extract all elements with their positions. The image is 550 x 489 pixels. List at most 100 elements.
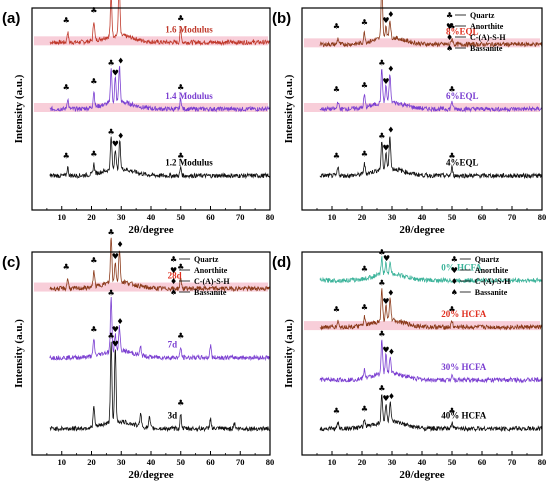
phase-marker: ♣ (90, 6, 97, 15)
phase-marker: ♦ (117, 131, 124, 140)
phase-marker: ♣ (63, 16, 70, 25)
phase-marker: ♣ (361, 303, 368, 312)
x-tick-label: 40 (418, 212, 427, 222)
phase-marker: ♥ (382, 16, 389, 25)
legend-symbol: ♥ (451, 266, 458, 275)
phase-marker: ♣ (378, 131, 385, 140)
legend-symbol: ♠ (170, 288, 177, 297)
legend-symbol: ♦ (446, 33, 453, 42)
phase-marker: ♣ (448, 152, 455, 161)
legend-symbol: ♣ (170, 255, 177, 264)
legend-symbol: ♥ (446, 22, 453, 31)
phase-marker: ♥ (382, 143, 389, 152)
x-tick-label: 20 (358, 212, 367, 222)
legend-label: C-(A)-S-H (475, 277, 511, 286)
series-line (49, 136, 271, 180)
series-1: ♣ ♣♣♥♦♣20% HCFA (304, 279, 543, 331)
phase-marker: ♣ (333, 305, 340, 314)
series-line (49, 296, 270, 362)
x-tick-label: 60 (206, 457, 215, 467)
phase-marker: ♣ (361, 404, 368, 413)
series-3: ♣ ♣♣♥♦♣40% HCFA (319, 384, 543, 433)
phase-marker: ♣ (361, 18, 368, 27)
series-2: ♣ ♣♣♥♦♣4%EQL (319, 125, 543, 180)
x-tick-label: 40 (147, 457, 156, 467)
phase-marker: ♣ (361, 81, 368, 90)
x-tick-label: 80 (266, 457, 275, 467)
phase-marker: ♦ (387, 10, 394, 19)
legend-symbol: ♣ (451, 255, 458, 264)
legend: ♣ Quartz ♥ Anorthite ♦ C-(A)-S-H ♠ Bassanite (446, 11, 506, 53)
phase-marker: ♣ (333, 152, 340, 161)
panel-label: (d) (272, 254, 291, 271)
x-tick-label: 70 (508, 457, 517, 467)
phase-marker: ♣ (448, 305, 455, 314)
phase-marker: ♣ (378, 59, 385, 68)
legend-symbol: ♥ (170, 266, 177, 275)
phase-marker: ♣ (333, 406, 340, 415)
phase-marker: ♥ (382, 297, 389, 306)
series-2: ♣ ♣♣♥♦♣1.2 Modulus (49, 127, 271, 180)
y-axis-title: Intensity (a.u.) (13, 74, 25, 143)
phase-marker: ♣ (448, 22, 455, 31)
legend-symbol: ♦ (170, 277, 177, 286)
x-tick-label: 30 (117, 457, 126, 467)
phase-marker: ♣ (108, 127, 115, 136)
legend-symbol: ♣ (446, 11, 453, 20)
panel-label: (b) (272, 10, 291, 27)
x-tick-label: 20 (87, 457, 96, 467)
legend-label: Bassanite (475, 288, 508, 297)
trace-label: 1.2 Modulus (165, 158, 213, 168)
x-axis-title: 2θ/degree (128, 224, 173, 236)
x-tick-label: 50 (177, 457, 186, 467)
phase-marker: ♣ (108, 59, 115, 68)
phase-marker: ♣ (361, 149, 368, 158)
x-tick-label: 10 (328, 212, 337, 222)
legend-label: C-(A)-S-H (470, 33, 506, 42)
x-tick-label: 50 (448, 212, 457, 222)
x-tick-label: 10 (58, 457, 67, 467)
phase-marker: ♣ (177, 152, 184, 161)
legend-label: Quartz (194, 255, 219, 264)
x-tick-label: 30 (388, 457, 397, 467)
trace-label: 7d (168, 340, 178, 350)
phase-marker: ♦ (387, 289, 394, 298)
series-2: ♣ ♥ ♣ 3d (49, 331, 271, 433)
phase-marker: ♣ (108, 228, 115, 237)
trace-label: 20% HCFA (441, 309, 487, 319)
series-line (319, 256, 543, 284)
phase-marker: ♦ (388, 392, 395, 401)
phase-marker: ♣ (177, 331, 184, 340)
phase-marker: ♣ (333, 22, 340, 31)
trace-label: 0% HCFA (441, 262, 482, 272)
x-tick-label: 30 (117, 212, 126, 222)
phase-marker: ♣ (90, 325, 97, 334)
phase-marker: ♣ (448, 406, 455, 415)
phase-marker: ♥ (383, 254, 390, 263)
phase-marker: ♣ (361, 264, 368, 273)
series-1: ♣♣♥♦♣7d (49, 289, 270, 362)
x-tick-label: 20 (358, 457, 367, 467)
phase-marker: ♣ (177, 398, 184, 407)
legend-symbol: ♠ (446, 44, 453, 53)
phase-marker: ♣ (177, 262, 184, 271)
trace-label: 6%EQL (446, 91, 479, 101)
series-line (49, 341, 271, 433)
x-tick-label: 60 (206, 212, 215, 222)
phase-marker: ♥ (112, 339, 119, 348)
trace-label: 3d (168, 411, 178, 421)
trace-label: 28d (168, 271, 182, 281)
x-tick-label: 80 (538, 212, 547, 222)
trace-label: 1.4 Modulus (165, 91, 213, 101)
series-line (319, 394, 543, 433)
phase-marker: ♦ (387, 125, 394, 134)
series-line (319, 136, 543, 180)
series-0: ♣♣♣♦♣1.6 Modulus (34, 0, 271, 47)
phase-marker: ♥ (112, 325, 119, 334)
phase-marker: ♥ (112, 252, 119, 261)
y-axis-title: Intensity (a.u.) (283, 74, 295, 143)
trace-label: 4%EQL (446, 158, 479, 168)
series-line (319, 0, 543, 48)
legend-symbol: ♦ (451, 277, 458, 286)
